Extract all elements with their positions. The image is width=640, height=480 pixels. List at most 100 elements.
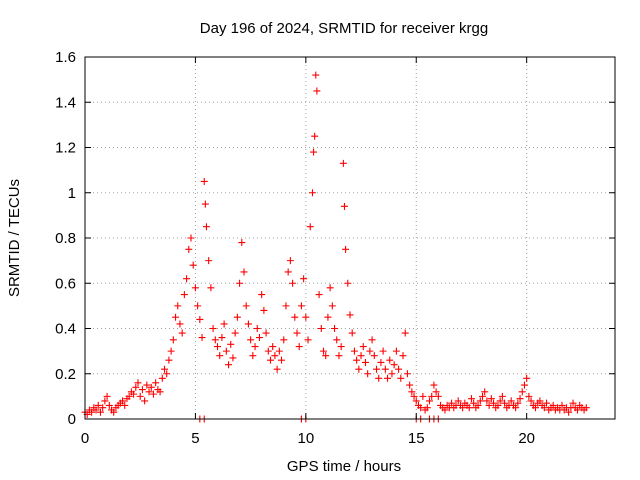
- data-point-marker: [138, 386, 146, 394]
- y-tick-label: 1.6: [55, 49, 76, 66]
- data-point-marker: [384, 374, 392, 382]
- data-point-marker: [145, 388, 153, 396]
- data-point-marker: [388, 370, 396, 378]
- data-point-marker: [300, 275, 308, 283]
- data-point-marker: [119, 397, 127, 405]
- data-point-marker: [311, 132, 319, 140]
- grid-lines: [85, 57, 615, 419]
- axis-ticks: 0 5 10 15 20 0 0.2 0.4 0.6 0.8 1 1.2 1.4 1.6: [55, 49, 615, 447]
- data-point-marker: [399, 352, 407, 360]
- x-tick-label: 0: [81, 430, 89, 447]
- data-point-marker: [573, 406, 581, 414]
- data-point-marker: [540, 404, 548, 412]
- data-point-marker: [132, 383, 140, 391]
- data-point-marker: [295, 343, 303, 351]
- data-point-marker: [346, 311, 354, 319]
- data-point-marker: [201, 200, 209, 208]
- y-tick-label: 0: [68, 411, 76, 428]
- data-point-marker: [520, 381, 528, 389]
- x-axis-label: GPS time / hours: [287, 458, 401, 475]
- data-point-marker: [229, 354, 237, 362]
- data-point-marker: [434, 392, 442, 400]
- data-point-marker: [198, 334, 206, 342]
- data-point-marker: [370, 352, 378, 360]
- x-tick-label: 15: [408, 430, 425, 447]
- data-point-marker: [185, 245, 193, 253]
- data-point-marker: [364, 370, 372, 378]
- data-point-marker: [280, 336, 288, 344]
- data-point-marker: [306, 223, 314, 231]
- data-point-marker: [110, 408, 118, 416]
- data-point-marker: [432, 388, 440, 396]
- data-point-marker: [249, 352, 257, 360]
- data-point-marker: [426, 397, 433, 405]
- data-point-marker: [315, 291, 323, 299]
- data-point-marker: [512, 404, 520, 412]
- data-point-marker: [324, 313, 332, 321]
- data-point-marker: [379, 347, 387, 355]
- data-point-marker: [467, 395, 475, 403]
- data-point-marker: [211, 336, 219, 344]
- data-point-marker: [180, 291, 188, 299]
- data-point-marker: [465, 404, 473, 412]
- data-points: [81, 71, 590, 423]
- y-tick-label: 1.4: [55, 94, 76, 111]
- y-tick-label: 1: [68, 185, 76, 202]
- data-point-marker: [302, 313, 310, 321]
- data-point-marker: [375, 374, 383, 382]
- data-point-marker: [99, 404, 107, 412]
- data-point-marker: [260, 306, 268, 314]
- data-point-marker: [308, 189, 316, 197]
- data-point-marker: [525, 392, 533, 400]
- data-point-marker: [494, 401, 502, 409]
- data-point-marker: [312, 71, 320, 79]
- data-point-marker: [406, 381, 414, 389]
- y-axis-label: SRMTID / TECUs: [6, 179, 23, 297]
- data-point-marker: [392, 347, 400, 355]
- data-point-marker: [549, 401, 557, 409]
- data-point-marker: [353, 356, 361, 364]
- data-point-marker: [264, 347, 272, 355]
- data-point-marker: [236, 279, 244, 287]
- data-point-marker: [165, 356, 173, 364]
- data-point-marker: [401, 329, 409, 337]
- data-point-marker: [297, 302, 305, 310]
- data-point-marker: [441, 406, 449, 414]
- y-tick-label: 0.4: [55, 321, 76, 338]
- data-point-marker: [152, 379, 160, 387]
- data-point-marker: [487, 395, 495, 403]
- data-point-marker: [273, 365, 281, 373]
- data-point-marker: [412, 397, 420, 405]
- data-point-marker: [218, 334, 226, 342]
- y-tick-label: 0.8: [55, 230, 76, 247]
- data-point-marker: [289, 279, 297, 287]
- x-tick-label: 20: [518, 430, 535, 447]
- data-point-marker: [569, 399, 577, 407]
- data-point-marker: [214, 343, 221, 351]
- data-point-marker: [326, 284, 334, 292]
- data-point-marker: [103, 392, 111, 400]
- data-point-marker: [231, 329, 239, 337]
- y-tick-label: 1.2: [55, 140, 76, 157]
- data-point-marker: [582, 404, 590, 412]
- data-point-marker: [269, 343, 277, 351]
- data-point-marker: [161, 365, 168, 373]
- data-point-marker: [238, 239, 246, 247]
- data-point-marker: [373, 365, 380, 373]
- data-point-marker: [518, 388, 526, 396]
- data-point-marker: [167, 347, 175, 355]
- data-point-marker: [361, 358, 369, 366]
- data-point-marker: [278, 356, 286, 364]
- data-point-marker: [176, 320, 184, 328]
- data-point-marker: [233, 313, 241, 321]
- data-point-marker: [317, 325, 325, 332]
- data-point-marker: [158, 374, 166, 382]
- data-point-marker: [423, 404, 431, 412]
- data-point-marker: [121, 401, 129, 409]
- data-point-marker: [136, 392, 144, 400]
- data-point-marker: [240, 268, 248, 276]
- data-point-marker: [271, 352, 279, 360]
- data-point-marker: [313, 87, 321, 95]
- data-point-marker: [350, 347, 358, 355]
